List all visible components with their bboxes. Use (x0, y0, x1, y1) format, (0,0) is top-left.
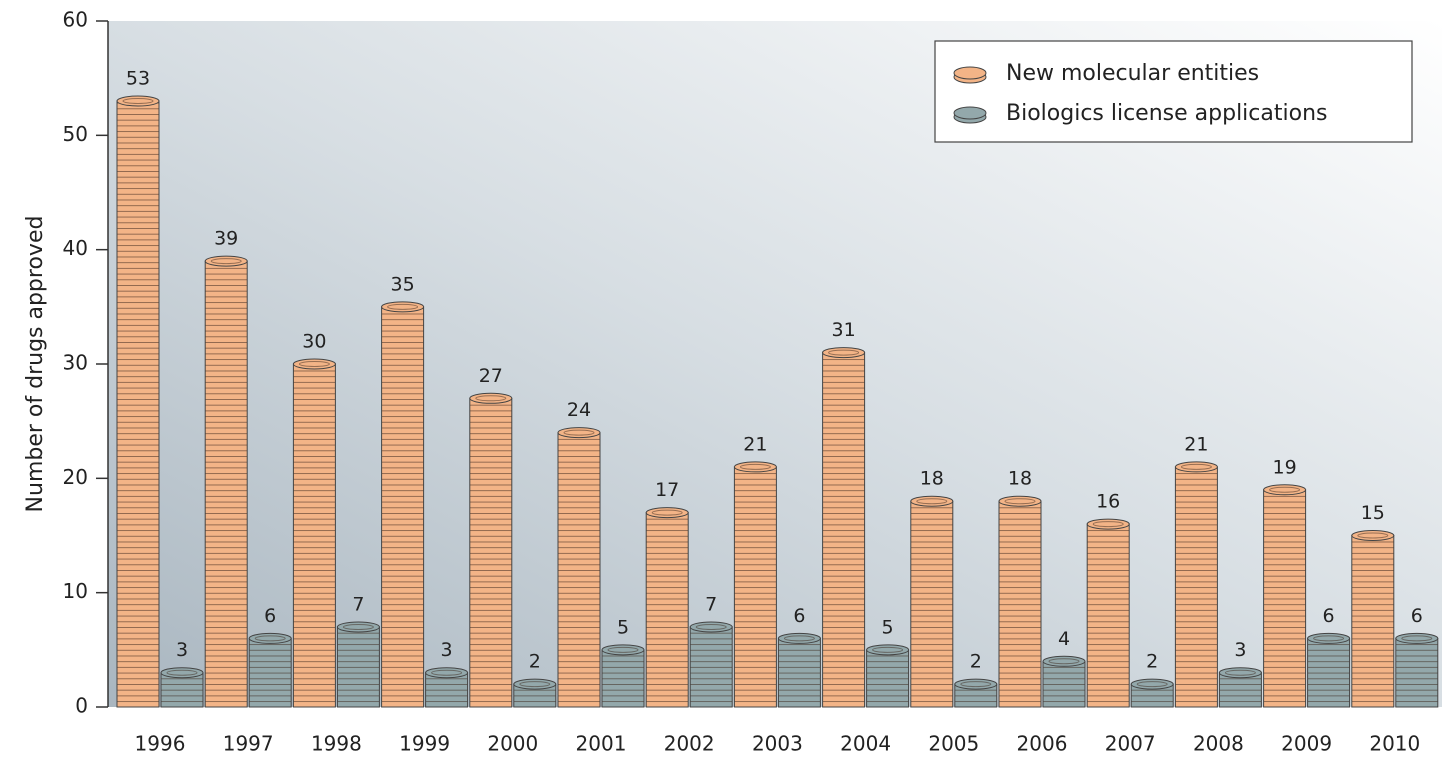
bar (690, 627, 732, 707)
legend-swatch-top (954, 67, 986, 79)
bar (293, 364, 335, 707)
x-tick-label: 2007 (1105, 732, 1156, 756)
value-label: 30 (302, 331, 326, 353)
value-label: 16 (1096, 491, 1120, 513)
x-tick-label: 2002 (664, 732, 715, 756)
value-label: 21 (1184, 433, 1208, 455)
chart: Number of drugs approved 0 10 20 30 40 50 60 19… (0, 0, 1442, 767)
y-tick-label: 20 (63, 465, 88, 489)
value-label: 2 (970, 651, 982, 673)
value-label: 7 (352, 593, 364, 615)
x-tick-label: 2001 (576, 732, 627, 756)
x-tick-label: 2010 (1369, 732, 1420, 756)
value-label: 18 (920, 468, 944, 490)
bar (249, 638, 291, 707)
x-tick-label: 2009 (1281, 732, 1332, 756)
bar (867, 650, 909, 707)
bar (337, 627, 379, 707)
x-tick-label: 2000 (487, 732, 538, 756)
value-label: 39 (214, 228, 238, 250)
legend-box (935, 41, 1412, 142)
x-tick-label: 2006 (1017, 732, 1068, 756)
value-label: 6 (1411, 605, 1423, 627)
x-tick-label: 1998 (311, 732, 362, 756)
bar (470, 398, 512, 707)
bar (205, 261, 247, 707)
value-label: 6 (793, 605, 805, 627)
bar (734, 467, 776, 707)
bar (558, 433, 600, 707)
value-label: 35 (391, 273, 415, 295)
bar (117, 101, 159, 707)
bar (1396, 638, 1438, 707)
bar (778, 638, 820, 707)
value-label: 6 (1323, 605, 1335, 627)
y-tick-label: 60 (63, 8, 88, 32)
legend-swatch-top (954, 107, 986, 119)
bar (1308, 638, 1350, 707)
bar (999, 501, 1041, 707)
value-label: 15 (1361, 502, 1385, 524)
value-label: 3 (441, 639, 453, 661)
value-label: 5 (617, 616, 629, 638)
value-label: 21 (743, 433, 767, 455)
y-axis-label: Number of drugs approved (23, 216, 48, 513)
bar (1352, 536, 1394, 708)
value-label: 4 (1058, 628, 1070, 650)
y-tick-label: 30 (63, 351, 88, 375)
bar (911, 501, 953, 707)
value-label: 5 (882, 616, 894, 638)
x-tick-label: 1999 (399, 732, 450, 756)
value-label: 7 (705, 593, 717, 615)
value-label: 31 (832, 319, 856, 341)
y-tick-label: 40 (63, 236, 88, 260)
bar (382, 307, 424, 707)
value-label: 2 (1146, 651, 1158, 673)
x-tick-label: 2005 (928, 732, 979, 756)
x-tick-label: 1997 (223, 732, 274, 756)
value-label: 24 (567, 399, 591, 421)
bar (1087, 524, 1129, 707)
value-label: 3 (176, 639, 188, 661)
y-tick-label: 0 (75, 694, 88, 718)
value-label: 27 (479, 365, 503, 387)
value-label: 17 (655, 479, 679, 501)
x-tick-label: 2008 (1193, 732, 1244, 756)
bar (646, 513, 688, 707)
value-label: 6 (264, 605, 276, 627)
bar (1043, 661, 1085, 707)
x-tick-label: 1996 (135, 732, 186, 756)
bar (602, 650, 644, 707)
y-tick-label: 50 (63, 122, 88, 146)
value-label: 18 (1008, 468, 1032, 490)
bar (1264, 490, 1306, 707)
value-label: 19 (1273, 456, 1297, 478)
legend-label: Biologics license applications (1006, 101, 1327, 126)
y-tick-label: 10 (63, 579, 88, 603)
bar (1175, 467, 1217, 707)
x-tick-label: 2003 (752, 732, 803, 756)
bar (823, 353, 865, 707)
legend-label: New molecular entities (1006, 61, 1259, 86)
value-label: 2 (529, 651, 541, 673)
x-tick-label: 2004 (840, 732, 891, 756)
value-label: 3 (1234, 639, 1246, 661)
value-label: 53 (126, 68, 150, 90)
